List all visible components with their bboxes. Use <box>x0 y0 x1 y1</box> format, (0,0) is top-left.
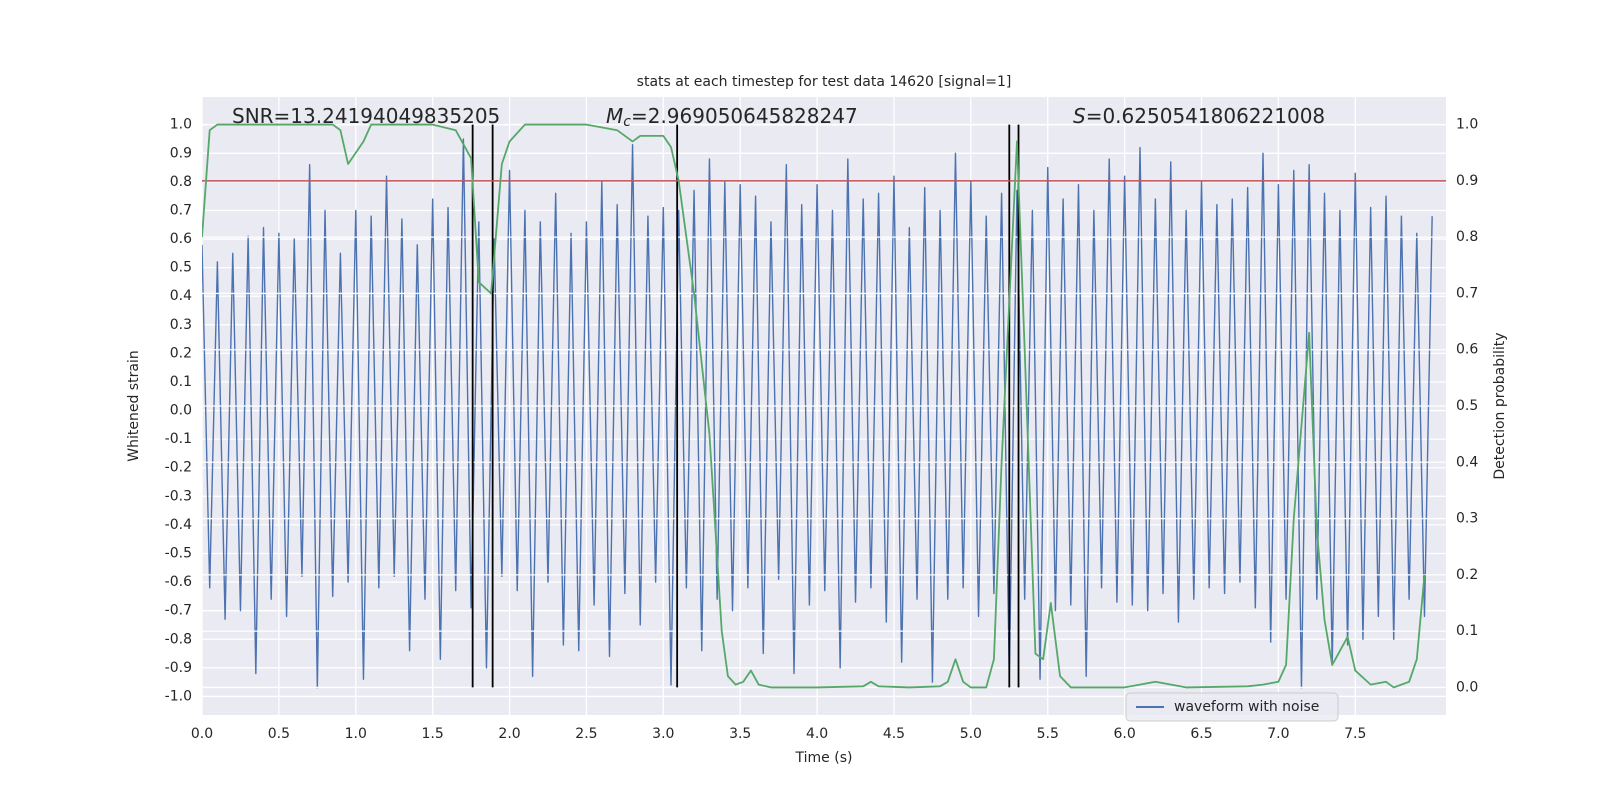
x-axis-label: Time (s) <box>795 750 853 766</box>
y-tick-label: 0.9 <box>170 145 192 161</box>
x-tick-label: 6.5 <box>1190 726 1212 742</box>
x-tick-label: 7.5 <box>1344 726 1366 742</box>
x-tick-label: 4.5 <box>883 726 905 742</box>
y2-tick-label: 0.9 <box>1456 173 1478 189</box>
annotation: S=0.6250541806221008 <box>1073 104 1325 128</box>
y-tick-label: 0.7 <box>170 202 192 218</box>
x-tick-label: 0.5 <box>268 726 290 742</box>
y2-tick-label: 0.2 <box>1456 567 1478 583</box>
y2-tick-label: 0.1 <box>1456 623 1478 639</box>
y-tick-label: 0.8 <box>170 174 192 190</box>
text-layer: stats at each timestep for test data 146… <box>126 74 1508 766</box>
y-tick-label: 0.1 <box>170 374 192 390</box>
annotation-symbol: S <box>1073 104 1086 128</box>
x-tick-label: 2.0 <box>498 726 520 742</box>
series-line <box>202 123 1426 689</box>
y-tick-label: 0.2 <box>170 345 192 361</box>
y2-tick-label: 0.3 <box>1456 511 1478 527</box>
y-tick-label: 0.5 <box>170 260 192 276</box>
y2-tick-label: 0.4 <box>1456 454 1478 470</box>
y-tick-label: -0.8 <box>165 631 192 647</box>
y-tick-label: -0.2 <box>165 460 192 476</box>
annotation-text: =0.6250541806221008 <box>1086 104 1325 128</box>
x-tick-label: 3.5 <box>729 726 751 742</box>
y-tick-label: 0.6 <box>170 231 192 247</box>
x-tick-label: 2.5 <box>575 726 597 742</box>
y-tick-label: -0.9 <box>165 660 192 676</box>
y-tick-label: -0.6 <box>165 574 192 590</box>
y-tick-label: 0.3 <box>170 317 192 333</box>
legend-label: waveform with noise <box>1174 699 1319 715</box>
x-tick-label: 1.5 <box>422 726 444 742</box>
y2-tick-label: 0.6 <box>1456 342 1478 358</box>
y2-tick-label: 0.7 <box>1456 285 1478 301</box>
y-axis-label: Whitened strain <box>126 350 142 461</box>
x-tick-label: 0.0 <box>191 726 213 742</box>
annotation-subscript: c <box>623 114 631 130</box>
y-tick-label: -0.3 <box>165 488 192 504</box>
y2-tick-label: 0.0 <box>1456 679 1478 695</box>
x-tick-label: 4.0 <box>806 726 828 742</box>
y-tick-label: 1.0 <box>170 117 192 133</box>
y2-tick-label: 1.0 <box>1456 117 1478 133</box>
secondary-axis-layer <box>202 123 1446 689</box>
annotation-symbol: M <box>606 104 623 128</box>
x-tick-label: 1.0 <box>345 726 367 742</box>
y-tick-label: -0.7 <box>165 603 192 619</box>
x-tick-label: 3.0 <box>652 726 674 742</box>
legend-box <box>1125 692 1339 722</box>
y2-tick-label: 0.5 <box>1456 398 1478 414</box>
chart-title: stats at each timestep for test data 146… <box>637 74 1012 90</box>
y-tick-label: -0.4 <box>165 517 192 533</box>
y-tick-label: -1.0 <box>165 688 192 704</box>
y-tick-label: -0.1 <box>165 431 192 447</box>
y-tick-label: -0.5 <box>165 545 192 561</box>
y-tick-label: 0.0 <box>170 403 192 419</box>
annotation-text: =2.969050645828247 <box>631 104 858 128</box>
y2-tick-label: 0.8 <box>1456 229 1478 245</box>
x-tick-label: 5.5 <box>1037 726 1059 742</box>
y-tick-label: 0.4 <box>170 288 192 304</box>
x-tick-label: 6.0 <box>1113 726 1135 742</box>
annotation: SNR=13.24194049835205 <box>232 104 500 128</box>
y2-axis-label: Detection probability <box>1492 332 1508 479</box>
annotation: Mc=2.969050645828247 <box>606 104 858 131</box>
x-tick-label: 5.0 <box>960 726 982 742</box>
x-tick-label: 7.0 <box>1267 726 1289 742</box>
annotation-text: SNR=13.24194049835205 <box>232 104 500 128</box>
